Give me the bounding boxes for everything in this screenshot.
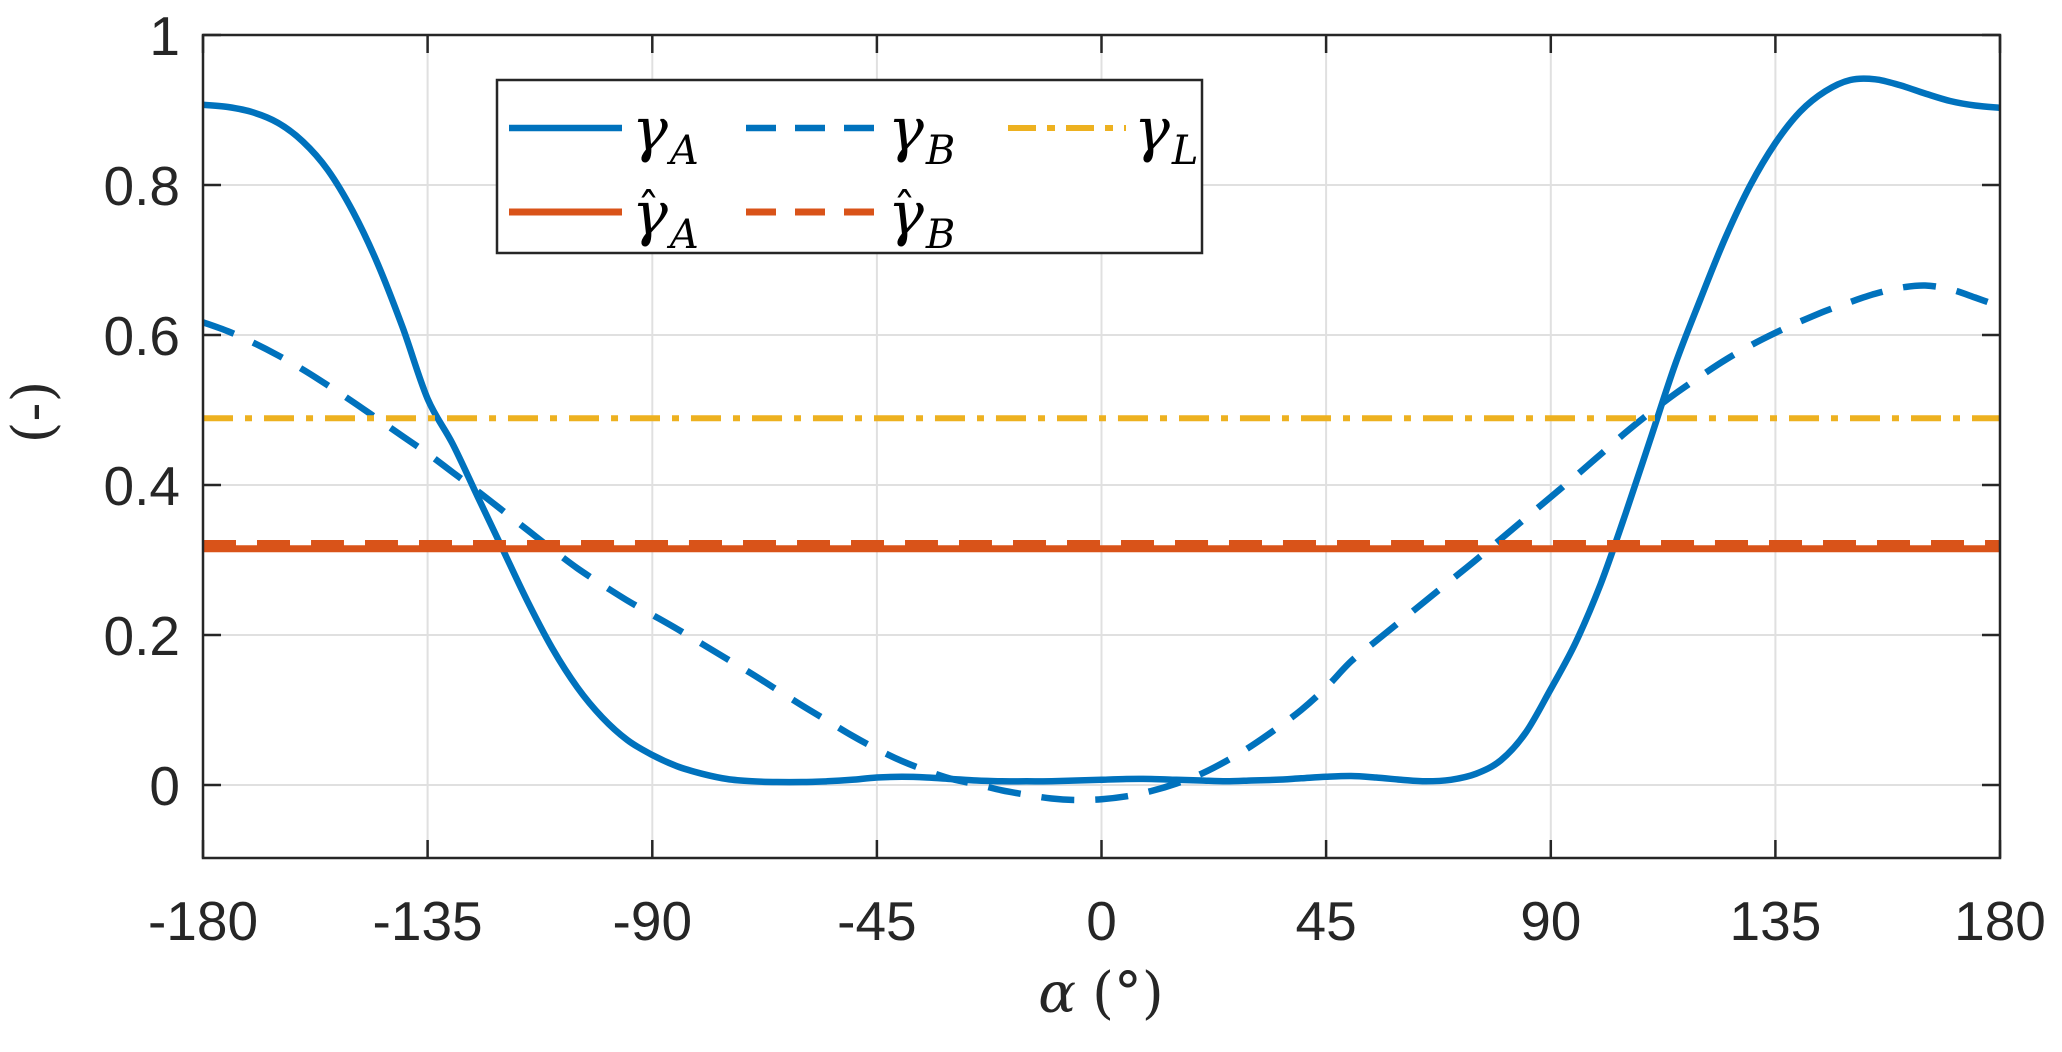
tick-labels: -180 -135 -90 -45 0 45 90 135 180 0 0.2 0.4 0.6 0.8 1 <box>104 5 2046 952</box>
x-tick-label: -135 <box>373 890 483 952</box>
y-axis-label: (-) <box>1 381 66 444</box>
legend-item-label: γA <box>632 179 699 258</box>
y-tick-label: 0.6 <box>104 305 180 367</box>
legend-item-label: γA <box>632 95 699 174</box>
y-tick-label: 1 <box>149 5 180 67</box>
x-tick-label: -45 <box>837 890 917 952</box>
y-tick-label: 0.2 <box>104 605 180 667</box>
legend-hat: ˆ <box>637 183 660 237</box>
y-tick-label: 0.8 <box>104 155 180 217</box>
legend-item: ˆγA <box>509 179 699 258</box>
legend-item: γA <box>509 95 699 174</box>
legend-item-label: γB <box>888 179 955 258</box>
axes-frame <box>201 33 2002 860</box>
legend-item: ˆγB <box>746 179 955 258</box>
curve-gamma_B <box>201 282 2002 804</box>
x-tick-label: 45 <box>1296 890 1357 952</box>
x-tick-label: 135 <box>1730 890 1822 952</box>
x-axis-label: α (°) <box>1038 961 1164 1026</box>
x-tick-label: -180 <box>148 890 258 952</box>
x-tick-label: 180 <box>1954 890 2046 952</box>
y-tick-label: 0.4 <box>104 455 180 517</box>
legend-item: γB <box>746 95 955 174</box>
x-tick-label: -90 <box>613 890 693 952</box>
legend-item-label: γL <box>1134 95 1198 174</box>
legend-item-label: γB <box>888 95 955 174</box>
legend-box <box>495 78 1204 255</box>
x-axis-label-symbol: α <box>1038 961 1076 1026</box>
curves-layer <box>201 75 2002 804</box>
x-tick-label: 90 <box>1520 890 1581 952</box>
x-axis-label-unit: (°) <box>1092 961 1164 1026</box>
y-tick-label: 0 <box>149 755 180 817</box>
legend-hat: ˆ <box>893 183 916 237</box>
legend-item: γL <box>1008 95 1198 174</box>
x-tick-label: 0 <box>1086 890 1117 952</box>
